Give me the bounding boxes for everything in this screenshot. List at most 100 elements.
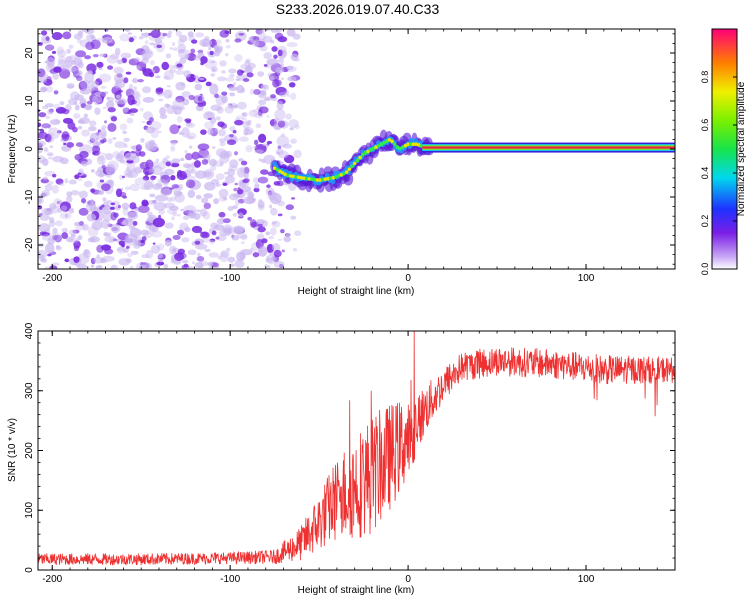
noise-blob [143, 32, 149, 37]
noise-blob [117, 246, 126, 254]
noise-blob [149, 42, 155, 46]
noise-blob [98, 128, 107, 139]
noise-blob [207, 128, 214, 136]
noise-blob [258, 246, 268, 257]
noise-blob [78, 207, 89, 216]
noise-blob [276, 135, 290, 148]
noise-blob [275, 198, 279, 202]
noise-blob [77, 177, 83, 181]
noise-blob [223, 152, 230, 157]
noise-blob [267, 190, 278, 201]
signal-core-dot [368, 148, 373, 152]
signal-core-dot [400, 145, 405, 149]
noise-blob [258, 133, 267, 143]
noise-blob [180, 82, 185, 87]
noise-blob [240, 241, 245, 245]
snr-y-ticks: 0 100 200 300 400 [24, 322, 675, 573]
noise-blob [57, 49, 67, 58]
noise-blob [240, 64, 247, 70]
noise-blob [136, 65, 141, 70]
snr-x-label: Height of straight line (km) [298, 585, 415, 596]
noise-blob [179, 57, 187, 64]
noise-blob [46, 85, 53, 93]
noise-blob [236, 115, 244, 120]
noise-blob [144, 171, 149, 177]
noise-blob [114, 47, 121, 56]
noise-blob [225, 44, 231, 49]
noise-blob [160, 186, 173, 195]
noise-blob [62, 108, 70, 115]
noise-blob [221, 95, 228, 104]
figure-title: S233.2026.019.07.40.C33 [275, 1, 440, 17]
noise-blob [165, 53, 172, 59]
noise-blob [209, 239, 216, 244]
noise-blob [57, 55, 66, 65]
noise-blob [236, 84, 245, 94]
noise-blob [116, 247, 124, 252]
noise-blob [61, 227, 68, 234]
noise-blob [77, 263, 88, 269]
signal-core-dot [286, 173, 290, 178]
noise-blob [178, 183, 184, 190]
noise-blob [170, 162, 180, 168]
noise-blob [141, 48, 154, 59]
noise-blob [210, 262, 220, 268]
noise-blob [78, 80, 88, 91]
spectrogram-y-ticks: -20 -10 0 10 20 [24, 33, 675, 265]
noise-blob [188, 145, 193, 149]
noise-blob [269, 227, 277, 236]
noise-blob [129, 265, 134, 269]
noise-blob [248, 109, 258, 117]
noise-blob [61, 133, 69, 139]
noise-blob [153, 201, 167, 211]
noise-blob [134, 98, 141, 107]
noise-blob [43, 176, 48, 181]
noise-blob [199, 231, 204, 234]
noise-blob [107, 232, 112, 237]
spectrogram-x-tick-label: 100 [578, 273, 595, 284]
noise-blob [176, 170, 187, 181]
noise-blob [199, 208, 208, 217]
noise-blob [209, 165, 217, 171]
noise-blob [114, 141, 126, 149]
noise-blob [101, 161, 106, 164]
noise-blob [289, 127, 294, 131]
noise-blob [38, 122, 41, 128]
noise-blob [262, 143, 268, 147]
noise-blob [231, 234, 240, 241]
noise-blob [269, 207, 278, 216]
noise-blob [215, 39, 222, 45]
noise-blob [48, 220, 56, 228]
signal-core-dot [291, 174, 296, 179]
noise-blob [274, 257, 278, 262]
noise-blob [100, 219, 110, 229]
noise-blob [87, 225, 99, 238]
noise-blob [285, 204, 294, 211]
noise-blob [118, 240, 126, 246]
noise-blob [98, 151, 102, 154]
noise-blob [255, 29, 263, 35]
noise-blob [61, 232, 69, 240]
snr-x-tick-label: 0 [405, 574, 411, 585]
noise-blob [222, 182, 228, 186]
noise-blob [203, 111, 215, 121]
noise-blob [152, 242, 156, 245]
noise-blob [243, 131, 249, 136]
noise-blob [210, 178, 220, 185]
noise-blob [184, 54, 189, 60]
noise-blob [125, 258, 132, 263]
noise-blob [140, 229, 150, 236]
noise-blob [257, 200, 265, 209]
noise-blob [73, 101, 78, 105]
noise-blob [142, 175, 150, 181]
noise-blob [184, 153, 193, 161]
noise-blob [145, 141, 158, 152]
noise-blob [123, 77, 129, 84]
noise-blob [45, 115, 51, 120]
noise-blob [172, 99, 185, 111]
spectrogram-noise-blobs [38, 29, 302, 269]
noise-blob [294, 124, 300, 130]
noise-blob [266, 140, 273, 145]
noise-blob [266, 253, 276, 265]
noise-blob [274, 32, 284, 41]
